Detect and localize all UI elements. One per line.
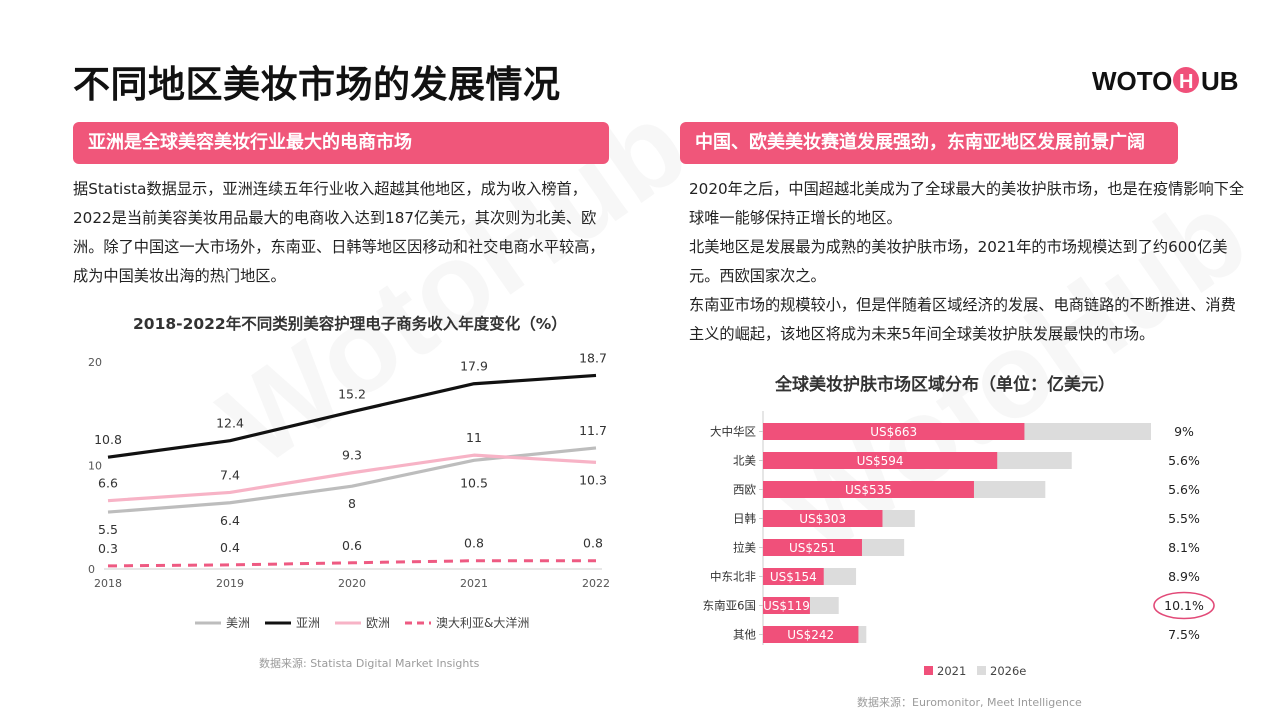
x-tick-label: 2019 [216, 577, 244, 590]
data-label: 8 [348, 496, 356, 511]
legend-label: 亚洲 [296, 616, 320, 630]
data-label: 15.2 [338, 387, 366, 402]
data-label: 0.4 [220, 540, 240, 555]
bar-2021 [763, 481, 974, 498]
category-label: 东南亚6国 [703, 599, 756, 613]
left-source: 数据来源: Statista Digital Market Insights [259, 657, 480, 670]
page-title: 不同地区美妆市场的发展情况 [73, 63, 561, 106]
data-label: 0.8 [583, 536, 603, 551]
category-label: 日韩 [733, 512, 756, 526]
bar-label: US$251 [789, 541, 836, 555]
right-banner: 中国、欧美美妆赛道发展强劲，东南亚地区发展前景广阔 [680, 122, 1178, 164]
category-label: 拉美 [733, 541, 756, 555]
y-tick-label: 10 [88, 460, 102, 473]
category-label: 西欧 [733, 483, 756, 497]
data-label: 10.3 [579, 472, 607, 487]
bar-label: US$154 [770, 570, 817, 584]
data-label: 7.4 [220, 467, 240, 482]
right-paragraphs: 2020年之后，中国超越北美成为了全球最大的美妆护肤市场，也是在疫情影响下全球唯… [689, 175, 1249, 349]
bar-label: US$663 [870, 425, 917, 439]
growth-label: 10.1% [1164, 598, 1204, 613]
svg-text:H: H [1179, 71, 1193, 93]
svg-text:UB: UB [1201, 66, 1239, 96]
bar-2021 [763, 510, 883, 527]
highlight-circle [1153, 591, 1215, 620]
data-label: 11 [466, 430, 482, 445]
growth-label: 5.6% [1168, 453, 1200, 468]
wotohub-logo: WOTO H UB [1092, 66, 1239, 96]
category-label: 其他 [733, 628, 756, 642]
category-label: 大中华区 [710, 425, 756, 439]
bar-2021 [763, 452, 998, 469]
left-paragraph: 据Statista数据显示，亚洲连续五年行业收入超越其他地区，成为收入榜首，20… [73, 180, 605, 285]
legend-label: 2021 [937, 664, 966, 678]
growth-label: 5.5% [1168, 511, 1200, 526]
data-label: 18.7 [579, 350, 607, 365]
line-chart-title: 2018-2022年不同类别美容护理电子商务收入年度变化（%） [133, 315, 567, 333]
bar-chart-title: 全球美妆护肤市场区域分布（单位：亿美元） [775, 375, 1115, 395]
data-label: 12.4 [216, 416, 244, 431]
x-tick-label: 2022 [582, 577, 610, 590]
data-label: 9.3 [342, 448, 362, 463]
bar-2021 [763, 568, 824, 585]
right-paragraph-2: 北美地区是发展最为成熟的美妆护肤市场，2021年的市场规模达到了约600亿美元。… [689, 238, 1228, 285]
bar-2021 [763, 597, 810, 614]
bar-label: US$242 [787, 628, 834, 642]
x-tick-label: 2018 [94, 577, 122, 590]
growth-label: 7.5% [1168, 627, 1200, 642]
bar-label: US$303 [799, 512, 846, 526]
series-line-欧洲 [107, 453, 597, 503]
data-label: 17.9 [460, 359, 488, 374]
growth-label: 8.9% [1168, 569, 1200, 584]
bar-label: US$594 [857, 454, 904, 468]
data-label: 10.5 [460, 475, 488, 490]
svg-text:WOTO: WOTO [1092, 66, 1172, 96]
data-label: 5.5 [98, 522, 118, 537]
legend-label: 美洲 [226, 616, 250, 630]
right-source: 数据来源：Euromonitor, Meet Intelligence [857, 696, 1082, 709]
bar-2021 [763, 626, 859, 643]
y-tick-label: 0 [88, 563, 95, 576]
data-label: 6.6 [98, 476, 118, 491]
bar-chart: 大中华区 US$663 9% 北美 US$594 5.6% 西欧 US$535 5.6% 日韩 US… [703, 411, 1215, 678]
left-banner: 亚洲是全球美容美妆行业最大的电商市场 [73, 122, 609, 164]
growth-label: 8.1% [1168, 540, 1200, 555]
legend-swatch [977, 666, 986, 675]
category-label: 北美 [733, 454, 756, 468]
data-label: 10.8 [94, 432, 122, 447]
legend-swatch [924, 666, 933, 675]
series-line-亚洲 [107, 373, 597, 459]
x-tick-label: 2020 [338, 577, 366, 590]
bar-2021 [763, 423, 1025, 440]
legend-label: 欧洲 [366, 616, 390, 630]
bar-2021 [763, 539, 862, 556]
data-label: 0.3 [98, 541, 118, 556]
data-label: 0.8 [464, 536, 484, 551]
line-chart: 0 10 20 2018 2019 2020 2021 2022 5.5 6.4 8 10.5 11.7… [88, 350, 610, 630]
data-label: 11.7 [579, 423, 607, 438]
data-label: 0.6 [342, 538, 362, 553]
data-label: 6.4 [220, 513, 240, 528]
growth-label: 9% [1174, 424, 1194, 439]
series-line-澳大利亚&大洋洲 [107, 559, 596, 568]
legend-label: 澳大利亚&大洋洲 [436, 615, 529, 630]
legend-label: 2026e [990, 664, 1026, 678]
bar-label: US$535 [845, 483, 892, 497]
right-paragraph-3: 东南亚市场的规模较小，但是伴随着区域经济的发展、电商链路的不断推进、消费主义的崛… [689, 296, 1236, 343]
bar-label: US$119 [763, 599, 810, 613]
x-tick-label: 2021 [460, 577, 488, 590]
y-tick-label: 20 [88, 356, 102, 369]
right-paragraph-1: 2020年之后，中国超越北美成为了全球最大的美妆护肤市场，也是在疫情影响下全球唯… [689, 180, 1245, 227]
category-label: 中东北非 [710, 570, 756, 584]
growth-label: 5.6% [1168, 482, 1200, 497]
